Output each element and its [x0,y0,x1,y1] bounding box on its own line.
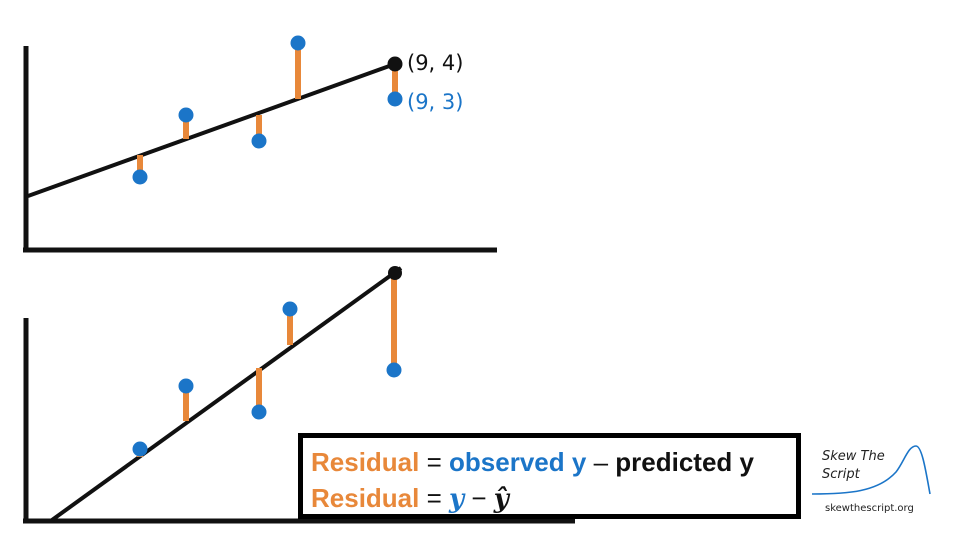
equals-sign-2: = [426,483,442,513]
predicted-y-term: predicted y [615,447,754,477]
top-observed-point [387,91,403,107]
bottom-plot [23,266,575,524]
bottom-data-point-4 [282,301,298,317]
top-plot: (9, 4) (9, 3) [23,35,497,253]
residual-term: Residual [311,447,420,477]
bottom-data-point-2 [178,378,194,394]
y-hat-symbol: ŷ [493,484,509,514]
top-plot-regression-line [27,62,396,198]
skew-the-script-logo: Skew The Script [808,442,948,522]
top-data-point-1 [132,169,148,185]
top-data-point-3 [251,133,267,149]
observed-point-label: (9, 3) [407,90,463,114]
y-symbol: y [449,484,465,514]
minus-sign-2: − [471,483,487,513]
skew-curve-icon [811,445,931,495]
bottom-predicted-point [388,266,402,280]
equals-sign: = [426,447,442,477]
logo-text: Skew The Script [822,449,885,482]
predicted-point-label: (9, 4) [407,51,463,75]
top-data-point-4 [290,35,306,51]
bottom-data-point-3 [251,404,267,420]
bottom-data-point-1 [132,441,148,457]
top-data-point-2 [178,107,194,123]
residual-term-2: Residual [311,483,420,513]
top-predicted-point [387,56,403,72]
site-url: skewthescript.org [825,503,914,514]
bottom-plot-regression-line [50,266,403,522]
observed-y-term: observed y [449,447,587,477]
formula-line-symbols: Residual = y − ŷ [311,483,509,514]
residual-formula-box: Residual = observed y – predicted y Resi… [298,433,801,519]
bottom-data-point-5 [386,362,402,378]
minus-sign: – [593,447,609,477]
formula-line-words: Residual = observed y – predicted y [311,447,754,478]
